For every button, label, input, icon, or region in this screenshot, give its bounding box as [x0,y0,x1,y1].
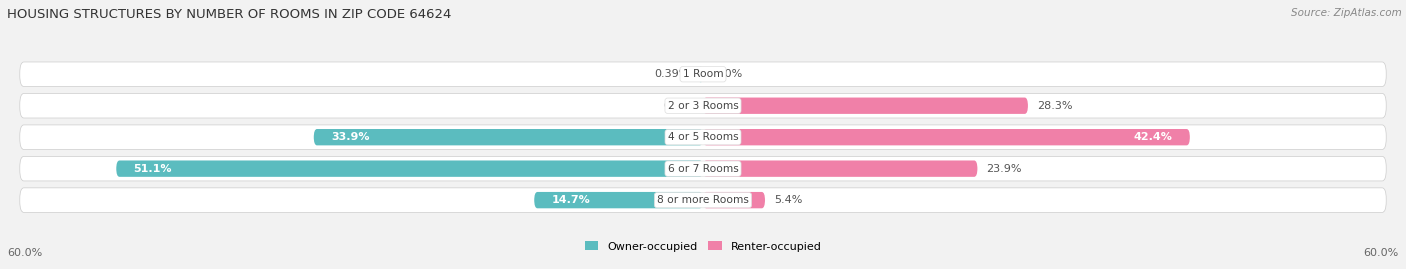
FancyBboxPatch shape [117,161,703,177]
FancyBboxPatch shape [534,192,703,208]
Text: 0.39%: 0.39% [654,69,689,79]
FancyBboxPatch shape [20,188,1386,213]
Text: 28.3%: 28.3% [1038,101,1073,111]
FancyBboxPatch shape [20,93,1386,118]
FancyBboxPatch shape [20,125,1386,150]
FancyBboxPatch shape [20,156,1386,181]
FancyBboxPatch shape [703,192,765,208]
Text: 51.1%: 51.1% [134,164,172,174]
Text: 6 or 7 Rooms: 6 or 7 Rooms [668,164,738,174]
Text: 33.9%: 33.9% [330,132,370,142]
Text: 60.0%: 60.0% [1364,248,1399,258]
Text: Source: ZipAtlas.com: Source: ZipAtlas.com [1291,8,1402,18]
Legend: Owner-occupied, Renter-occupied: Owner-occupied, Renter-occupied [585,241,821,252]
Text: 1 Room: 1 Room [683,69,723,79]
FancyBboxPatch shape [699,66,703,82]
Text: 4 or 5 Rooms: 4 or 5 Rooms [668,132,738,142]
FancyBboxPatch shape [703,161,977,177]
Text: 60.0%: 60.0% [7,248,42,258]
Text: HOUSING STRUCTURES BY NUMBER OF ROOMS IN ZIP CODE 64624: HOUSING STRUCTURES BY NUMBER OF ROOMS IN… [7,8,451,21]
Text: 8 or more Rooms: 8 or more Rooms [657,195,749,205]
Text: 0.0%: 0.0% [714,69,742,79]
Text: 0.0%: 0.0% [664,101,692,111]
FancyBboxPatch shape [20,62,1386,87]
Text: 42.4%: 42.4% [1133,132,1173,142]
Text: 2 or 3 Rooms: 2 or 3 Rooms [668,101,738,111]
Text: 14.7%: 14.7% [551,195,591,205]
FancyBboxPatch shape [314,129,703,145]
FancyBboxPatch shape [703,129,1189,145]
Text: 5.4%: 5.4% [775,195,803,205]
Text: 23.9%: 23.9% [987,164,1022,174]
FancyBboxPatch shape [703,98,1028,114]
